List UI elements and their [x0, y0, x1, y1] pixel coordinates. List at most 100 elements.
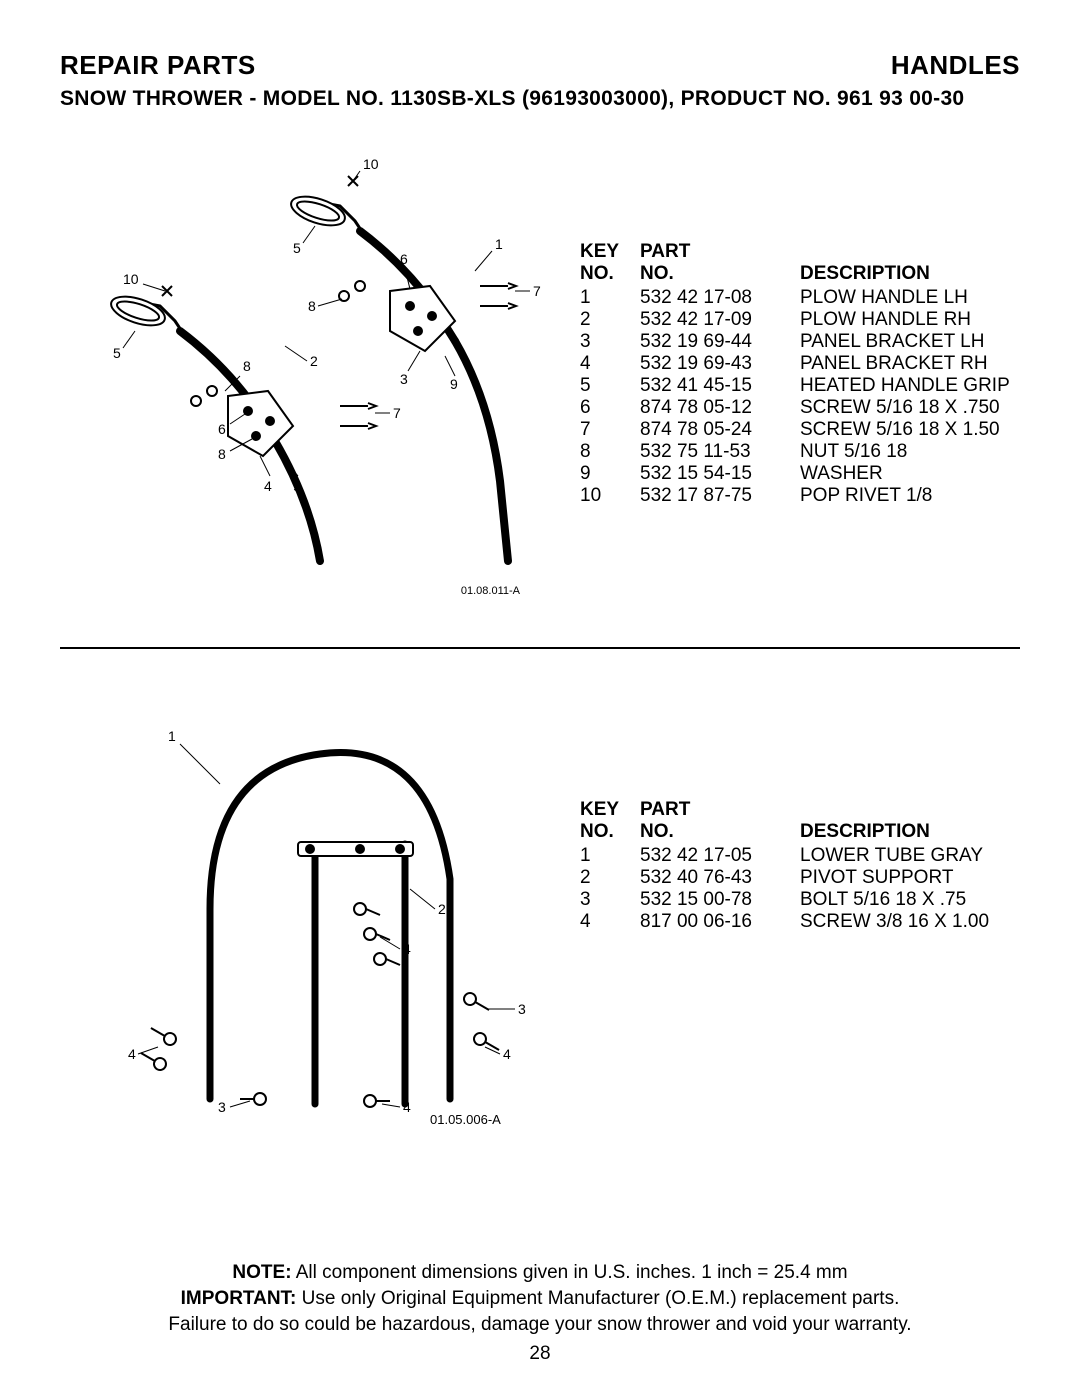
svg-text:2: 2 [310, 353, 318, 369]
svg-text:4: 4 [403, 941, 411, 957]
cell-desc: NUT 5/16 18 [800, 441, 1020, 463]
cell-key: 5 [580, 375, 640, 397]
table-row: 7874 78 05-24SCREW 5/16 18 X 1.50 [580, 419, 1020, 441]
page-header: REPAIR PARTS HANDLES [60, 50, 1020, 81]
cell-part: 532 19 69-44 [640, 331, 800, 353]
svg-text:7: 7 [533, 283, 541, 299]
section-upper-handles: 10 5 10 5 8 6 8 4 2 9 6 3 8 9 1 7 7 01.0… [60, 151, 1020, 597]
cell-part: 532 42 17-05 [640, 845, 800, 867]
table-row: 9532 15 54-15WASHER [580, 463, 1020, 485]
cell-key: 10 [580, 485, 640, 507]
svg-text:9: 9 [450, 376, 458, 392]
svg-text:5: 5 [113, 345, 121, 361]
section-divider [60, 647, 1020, 649]
footer-important: IMPORTANT: Use only Original Equipment M… [120, 1286, 960, 1312]
table-row: 8532 75 11-53NUT 5/16 18 [580, 441, 1020, 463]
page-footer: NOTE: All component dimensions given in … [0, 1260, 1080, 1367]
svg-text:2: 2 [438, 901, 446, 917]
cell-part: 817 00 06-16 [640, 911, 800, 933]
cell-desc: LOWER TUBE GRAY [800, 845, 1020, 867]
cell-desc: PLOW HANDLE RH [800, 309, 1020, 331]
cell-part: 532 42 17-08 [640, 287, 800, 309]
cell-key: 1 [580, 287, 640, 309]
svg-text:9: 9 [293, 478, 301, 494]
svg-text:4: 4 [264, 478, 272, 494]
cell-part: 874 78 05-24 [640, 419, 800, 441]
note-text: All component dimensions given in U.S. i… [292, 1262, 848, 1283]
col-part: PARTNO. [640, 799, 800, 845]
svg-text:4: 4 [128, 1046, 136, 1062]
svg-text:3: 3 [218, 1099, 226, 1115]
section-lower-handles: 1 2 4 3 4 4 3 4 01.05.006-A KEYNO. PARTN… [60, 709, 1020, 1129]
cell-part: 532 15 00-78 [640, 889, 800, 911]
svg-text:5: 5 [293, 240, 301, 256]
cell-desc: SCREW 5/16 18 X 1.50 [800, 419, 1020, 441]
cell-desc: SCREW 3/8 16 X 1.00 [800, 911, 1020, 933]
cell-desc: PLOW HANDLE LH [800, 287, 1020, 309]
cell-key: 2 [580, 309, 640, 331]
svg-text:1: 1 [168, 728, 176, 744]
cell-part: 532 19 69-43 [640, 353, 800, 375]
table-row: 10532 17 87-75POP RIVET 1/8 [580, 485, 1020, 507]
col-desc: DESCRIPTION [800, 799, 1020, 845]
footer-note: NOTE: All component dimensions given in … [120, 1260, 960, 1286]
table-row: 4817 00 06-16SCREW 3/8 16 X 1.00 [580, 911, 1020, 933]
cell-key: 4 [580, 353, 640, 375]
svg-text:6: 6 [400, 251, 408, 267]
table-row: 3532 19 69-44PANEL BRACKET LH [580, 331, 1020, 353]
col-part: PARTNO. [640, 241, 800, 287]
table-row: 6874 78 05-12SCREW 5/16 18 X .750 [580, 397, 1020, 419]
svg-text:10: 10 [363, 156, 379, 172]
important-label: IMPORTANT: [181, 1288, 297, 1309]
cell-desc: POP RIVET 1/8 [800, 485, 1020, 507]
cell-key: 7 [580, 419, 640, 441]
svg-text:8: 8 [243, 358, 251, 374]
svg-text:4: 4 [503, 1046, 511, 1062]
cell-part: 532 42 17-09 [640, 309, 800, 331]
table-row: 5532 41 45-15HEATED HANDLE GRIP [580, 375, 1020, 397]
cell-key: 1 [580, 845, 640, 867]
svg-text:8: 8 [218, 446, 226, 462]
cell-key: 4 [580, 911, 640, 933]
table-row: 1532 42 17-05LOWER TUBE GRAY [580, 845, 1020, 867]
cell-desc: HEATED HANDLE GRIP [800, 375, 1020, 397]
svg-text:8: 8 [308, 298, 316, 314]
svg-text:7: 7 [393, 405, 401, 421]
diagram-upper: 10 5 10 5 8 6 8 4 2 9 6 3 8 9 1 7 7 01.0… [60, 151, 550, 597]
parts-table-upper: KEYNO. PARTNO. DESCRIPTION 1532 42 17-08… [580, 241, 1020, 507]
svg-text:6: 6 [218, 421, 226, 437]
cell-desc: BOLT 5/16 18 X .75 [800, 889, 1020, 911]
table-row: 4532 19 69-43PANEL BRACKET RH [580, 353, 1020, 375]
diagram-upper-svg: 10 5 10 5 8 6 8 4 2 9 6 3 8 9 1 7 7 [60, 151, 550, 581]
cell-part: 532 40 76-43 [640, 867, 800, 889]
cell-part: 874 78 05-12 [640, 397, 800, 419]
svg-text:10: 10 [123, 271, 139, 287]
svg-text:4: 4 [403, 1099, 411, 1115]
diagram-upper-caption: 01.08.011-A [461, 585, 520, 597]
subheader: SNOW THROWER - MODEL NO. 1130SB-XLS (961… [60, 87, 1020, 111]
cell-part: 532 15 54-15 [640, 463, 800, 485]
table-row: 2532 40 76-43PIVOT SUPPORT [580, 867, 1020, 889]
page-number: 28 [120, 1341, 960, 1367]
col-desc: DESCRIPTION [800, 241, 1020, 287]
svg-text:1: 1 [495, 236, 503, 252]
subhead-prefix: SNOW THROWER - MODEL NO. [60, 87, 390, 110]
svg-text:3: 3 [400, 371, 408, 387]
cell-key: 6 [580, 397, 640, 419]
cell-part: 532 17 87-75 [640, 485, 800, 507]
header-right: HANDLES [891, 50, 1020, 81]
table-row: 3532 15 00-78BOLT 5/16 18 X .75 [580, 889, 1020, 911]
cell-desc: PANEL BRACKET LH [800, 331, 1020, 353]
diagram-lower-caption: 01.05.006-A [430, 1112, 501, 1127]
col-key: KEYNO. [580, 799, 640, 845]
parts-table-lower: KEYNO. PARTNO. DESCRIPTION 1532 42 17-05… [580, 799, 1020, 933]
cell-desc: WASHER [800, 463, 1020, 485]
table-row: 2532 42 17-09PLOW HANDLE RH [580, 309, 1020, 331]
diagram-lower: 1 2 4 3 4 4 3 4 01.05.006-A [60, 709, 550, 1129]
cell-part: 532 75 11-53 [640, 441, 800, 463]
subhead-model: 1130SB-XLS [390, 87, 516, 110]
important-text: Use only Original Equipment Manufacturer… [296, 1288, 899, 1309]
footer-line3: Failure to do so could be hazardous, dam… [120, 1312, 960, 1338]
subhead-suffix: (96193003000), PRODUCT NO. 961 93 00-30 [516, 87, 965, 110]
table-row: 1532 42 17-08PLOW HANDLE LH [580, 287, 1020, 309]
